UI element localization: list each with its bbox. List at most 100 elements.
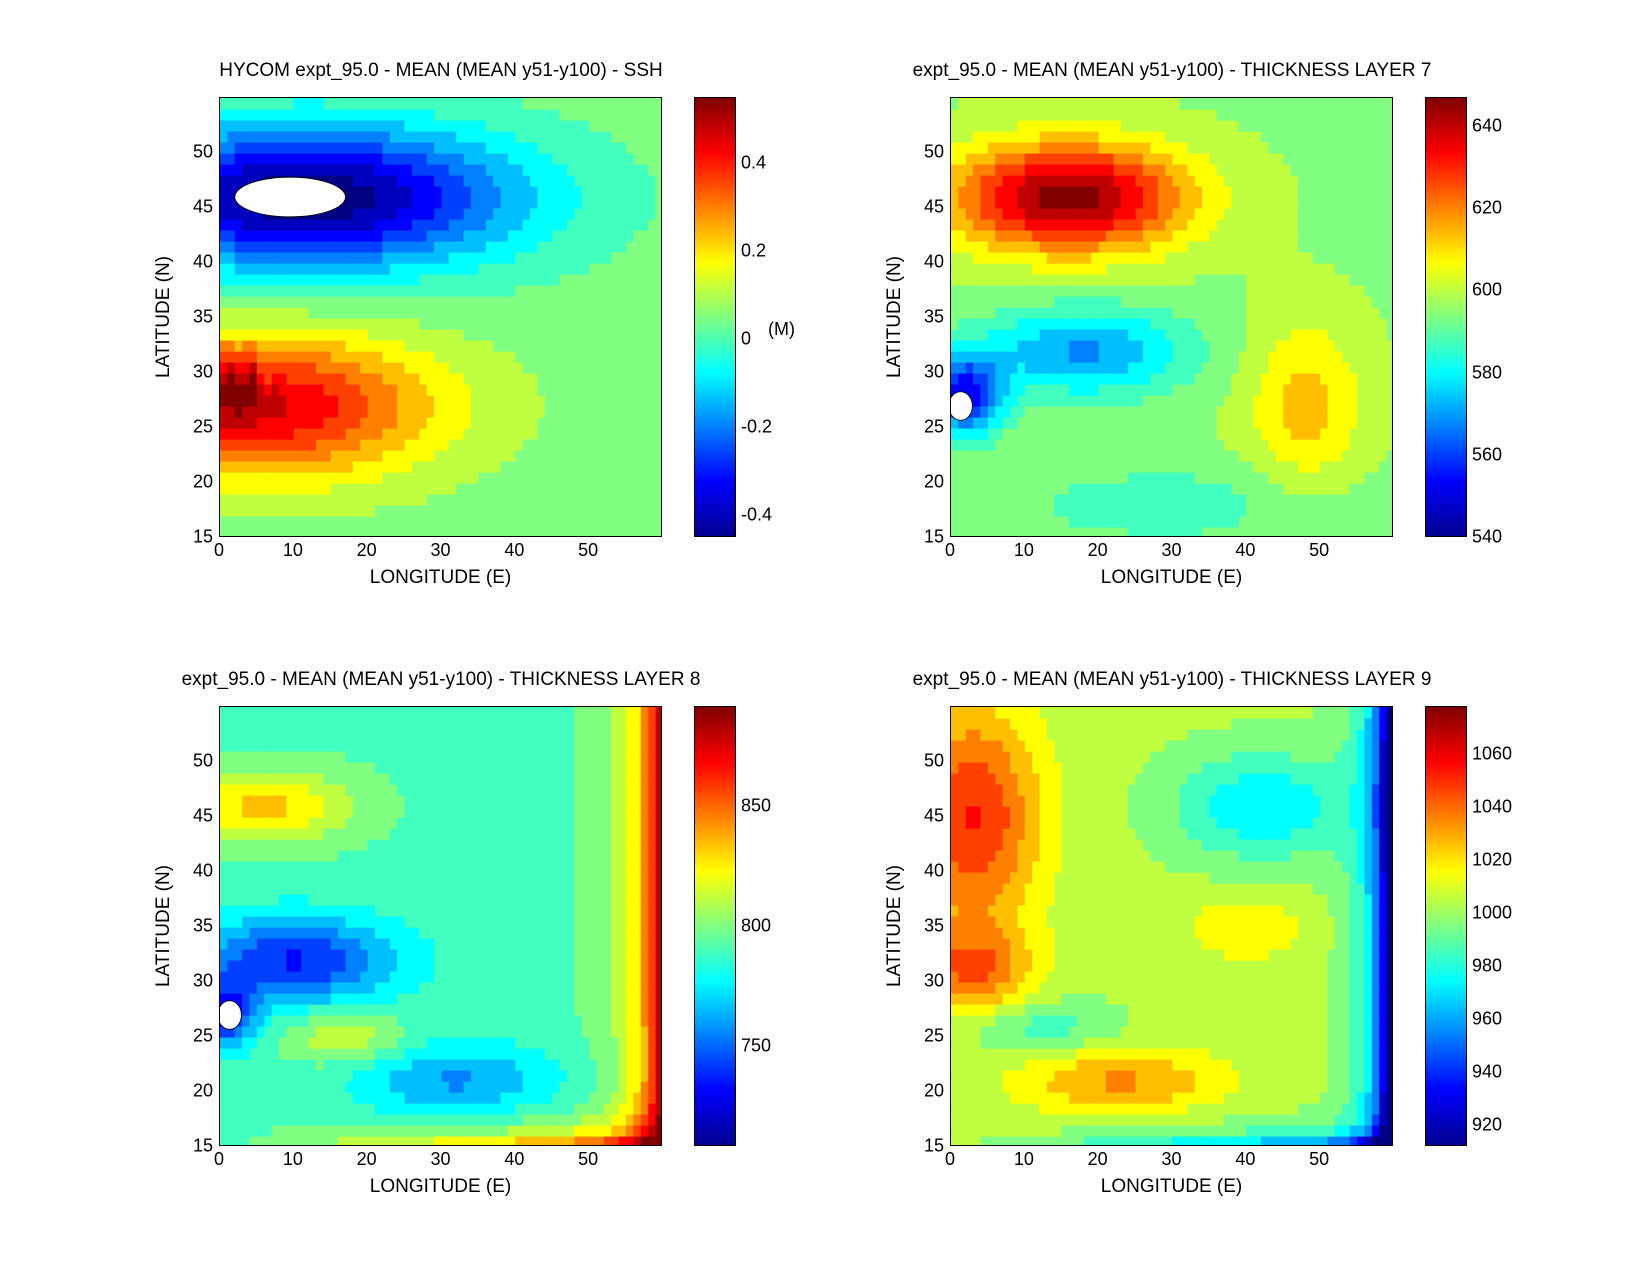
heatmap-cell <box>301 417 310 429</box>
heatmap-cell <box>375 340 384 352</box>
heatmap-cell <box>1231 230 1240 242</box>
heatmap-cell <box>559 263 568 275</box>
heatmap-cell <box>1165 153 1174 165</box>
heatmap-cell <box>478 197 487 209</box>
heatmap-cell <box>471 362 480 374</box>
heatmap-cell <box>485 98 494 110</box>
heatmap-cell <box>1246 527 1255 536</box>
heatmap-cell <box>530 197 539 209</box>
heatmap-cell <box>1386 483 1392 495</box>
heatmap-cell <box>581 186 590 198</box>
heatmap-cell <box>1142 395 1151 407</box>
heatmap-cell <box>1349 120 1358 132</box>
heatmap-cell <box>411 516 420 528</box>
heatmap-cell <box>507 120 516 132</box>
heatmap-cell <box>1275 186 1284 198</box>
heatmap-cell <box>404 373 413 385</box>
heatmap-cell <box>463 197 472 209</box>
heatmap-cell <box>463 120 472 132</box>
heatmap-cell <box>1187 175 1196 187</box>
heatmap-cell <box>419 186 428 198</box>
heatmap-cell <box>330 516 339 528</box>
heatmap-cell <box>1202 307 1211 319</box>
heatmap-cell <box>1216 527 1225 536</box>
heatmap-cell <box>308 340 317 352</box>
heatmap-cell <box>1135 340 1144 352</box>
heatmap-cell <box>544 527 553 536</box>
heatmap-cell <box>315 109 324 121</box>
heatmap-cell <box>367 131 376 143</box>
colorbar-tick-label: 640 <box>1472 115 1503 136</box>
heatmap-cell <box>1268 483 1277 495</box>
heatmap-cell <box>286 472 295 484</box>
heatmap-cell <box>1179 164 1188 176</box>
heatmap-cell <box>1246 109 1255 121</box>
heatmap-cell <box>537 296 546 308</box>
heatmap-cell <box>1083 263 1092 275</box>
heatmap-cell <box>552 351 561 363</box>
heatmap-cell <box>1098 406 1107 418</box>
heatmap-cell <box>227 208 236 220</box>
heatmap-cell <box>397 483 406 495</box>
heatmap-cell <box>419 197 428 209</box>
heatmap-cell <box>456 120 465 132</box>
heatmap-cell <box>1091 340 1100 352</box>
heatmap-cell <box>1253 263 1262 275</box>
heatmap-cell <box>382 362 391 374</box>
heatmap-cell <box>323 329 332 341</box>
heatmap-cell <box>315 494 324 506</box>
heatmap-cell <box>485 164 494 176</box>
heatmap-cell <box>544 461 553 473</box>
heatmap-cell <box>419 241 428 253</box>
heatmap-cell <box>286 274 295 286</box>
heatmap-cell <box>1165 175 1174 187</box>
heatmap-cell <box>293 340 302 352</box>
heatmap-cell <box>544 142 553 154</box>
heatmap-cell <box>485 120 494 132</box>
heatmap-cell <box>345 505 354 517</box>
heatmap-cell <box>603 505 612 517</box>
heatmap-cell <box>1098 439 1107 451</box>
heatmap-cell <box>1069 153 1078 165</box>
heatmap-cell <box>1364 373 1373 385</box>
heatmap-cell <box>264 98 273 110</box>
heatmap-cell <box>515 483 524 495</box>
heatmap-cell <box>1179 505 1188 517</box>
heatmap-cell <box>286 263 295 275</box>
heatmap-cell <box>1386 439 1392 451</box>
heatmap-cell <box>434 527 443 536</box>
heatmap-cell <box>507 285 516 297</box>
heatmap-cell <box>1305 186 1314 198</box>
heatmap-cell <box>367 362 376 374</box>
heatmap-cell <box>530 329 539 341</box>
heatmap-cell <box>471 494 480 506</box>
heatmap-cell <box>397 296 406 308</box>
heatmap-cell <box>655 494 661 506</box>
heatmap-cell <box>611 186 620 198</box>
heatmap-cell <box>404 384 413 396</box>
heatmap-cell <box>973 230 982 242</box>
heatmap-cell <box>1142 494 1151 506</box>
heatmap-cell <box>1054 406 1063 418</box>
heatmap-cell <box>1342 153 1351 165</box>
heatmap-cell <box>507 230 516 242</box>
heatmap-cell <box>234 806 243 818</box>
heatmap-cell <box>589 307 598 319</box>
heatmap-cell <box>1238 252 1247 264</box>
heatmap-cell <box>1032 417 1041 429</box>
heatmap-cell <box>1364 362 1373 374</box>
heatmap-cell <box>648 131 657 143</box>
heatmap-cell <box>1312 285 1321 297</box>
heatmap-cell <box>951 230 959 242</box>
heatmap-cell <box>1386 186 1392 198</box>
heatmap-cell <box>330 98 339 110</box>
heatmap-cell <box>1157 307 1166 319</box>
heatmap-cell <box>338 505 347 517</box>
heatmap-cell <box>1268 307 1277 319</box>
heatmap-cell <box>271 373 280 385</box>
heatmap-cell <box>1261 417 1270 429</box>
heatmap-cell <box>485 417 494 429</box>
heatmap-cell <box>1076 241 1085 253</box>
heatmap-cell <box>234 905 243 917</box>
heatmap-cell <box>1113 439 1122 451</box>
